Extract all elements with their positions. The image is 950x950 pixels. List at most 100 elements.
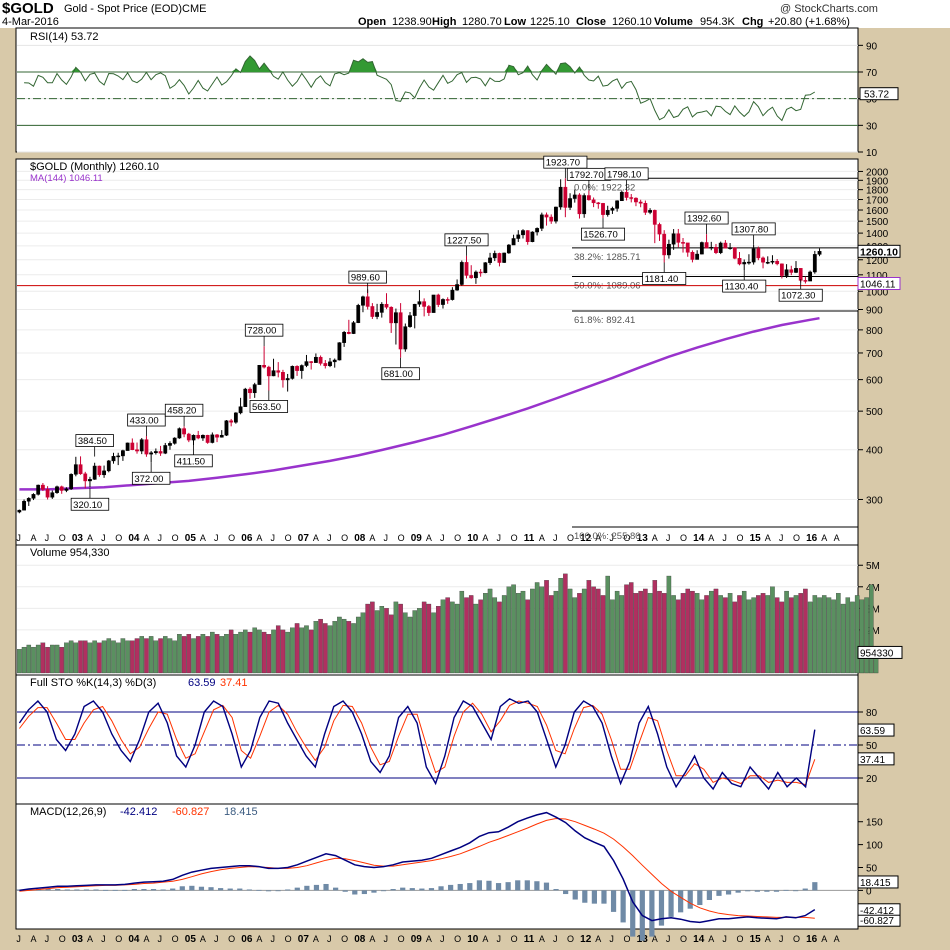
candle-body (106, 460, 111, 472)
header-symbol: $GOLD (2, 0, 54, 17)
month-tick: A (652, 533, 658, 543)
candle-body (516, 234, 521, 239)
macd-hist-bar (476, 880, 482, 891)
volume-bar (581, 588, 587, 674)
volume-bar (50, 644, 55, 674)
month-tick: O (115, 934, 122, 944)
header-date: 4-Mar-2016 (2, 16, 59, 28)
low-value: 1225.10 (530, 16, 570, 28)
month-tick: A (708, 533, 714, 543)
volume-bar (694, 593, 700, 674)
year-tick: 04 (128, 934, 140, 945)
month-tick: O (228, 533, 235, 543)
candle-body (667, 243, 671, 256)
year-tick: 07 (298, 533, 310, 544)
volume-bar (845, 597, 851, 674)
volume-bar (384, 608, 389, 674)
month-tick: J (327, 533, 332, 543)
candle-body (346, 332, 351, 334)
volume-bar (478, 599, 483, 674)
candle-body (252, 384, 257, 394)
candle-body (370, 306, 375, 317)
candle-body (191, 434, 196, 441)
header-watermark: @ StockCharts.com (780, 3, 878, 15)
month-tick: J (271, 533, 276, 543)
volume-current-box (857, 645, 903, 659)
rsi-line (24, 55, 816, 122)
volume-bar (78, 640, 83, 674)
candle-body (521, 230, 525, 236)
macd-hist-bar (783, 889, 789, 891)
price-current-label: 1260.10 (860, 246, 898, 258)
volume-bar (548, 595, 554, 674)
volume-bar (379, 606, 385, 674)
month-tick: J (666, 533, 671, 543)
annotation-label: 681.00 (384, 369, 413, 380)
candle-body (761, 257, 765, 263)
annotation-label: 320.10 (73, 500, 102, 511)
candle-body (97, 465, 102, 476)
month-tick: O (398, 934, 405, 944)
candle-body (525, 230, 530, 242)
month-tick: J (553, 934, 558, 944)
candle-body (558, 186, 563, 208)
annotation-label: 384.50 (78, 436, 107, 447)
candle-body (163, 445, 168, 454)
month-tick: O (737, 533, 744, 543)
month-tick: O (680, 533, 687, 543)
candle-body (50, 492, 55, 498)
volume-bar (577, 593, 582, 674)
volume-bar (92, 640, 97, 674)
macd-hist-bar (515, 880, 521, 891)
volume-bar (657, 590, 662, 674)
macd-hist-bar (812, 882, 818, 891)
candle-body (182, 428, 186, 435)
volume-bar (45, 646, 50, 674)
volume-bar (360, 612, 366, 674)
year-tick: 04 (128, 533, 140, 544)
volume-bar (280, 629, 286, 674)
volume-bar (412, 610, 418, 674)
volume-bar (228, 629, 234, 674)
volume-bar (40, 642, 46, 674)
candle-body (309, 361, 314, 363)
annotation-label: 372.00 (134, 474, 163, 485)
fib-label: 61.8%: 892.41 (574, 315, 635, 326)
volume-bar (770, 586, 775, 674)
candle-body (22, 500, 26, 511)
candle-body (219, 434, 224, 438)
macd-current-label: -42.412 (860, 906, 894, 917)
month-tick: J (45, 934, 50, 944)
volume-bar (567, 588, 573, 674)
month-tick: J (101, 934, 106, 944)
candle-body (257, 364, 262, 385)
volume-bar (365, 603, 370, 674)
macd-hist-bar (170, 888, 176, 891)
volume-bar (605, 575, 610, 674)
macd-hist-bar (802, 888, 808, 891)
volume-bar (666, 575, 672, 674)
month-tick: O (511, 533, 518, 543)
candle-body (441, 299, 445, 305)
high-value: 1280.70 (462, 16, 502, 28)
price-tick-label: 300 (866, 495, 883, 506)
month-tick: A (256, 934, 262, 944)
candle-body (88, 479, 92, 482)
month-tick: O (624, 934, 631, 944)
volume-bar (403, 612, 408, 674)
annotation-box (731, 222, 776, 236)
sto-tick-label: 80 (866, 708, 878, 719)
volume-bar (784, 590, 789, 674)
macd-hist-bar (409, 888, 415, 891)
macd-tick-label: 50 (866, 864, 878, 875)
candle-body (26, 498, 31, 502)
candle-body (73, 464, 78, 475)
candle-body (586, 195, 591, 201)
volume-bar (468, 595, 474, 674)
candle-body (662, 233, 667, 256)
volume-bar (370, 601, 375, 674)
stochastic-chart: 20 50 80 63.59 37.41 (17, 697, 895, 791)
volume-bar (144, 638, 149, 674)
annotation-box (444, 233, 489, 247)
volume-bar (285, 631, 290, 674)
